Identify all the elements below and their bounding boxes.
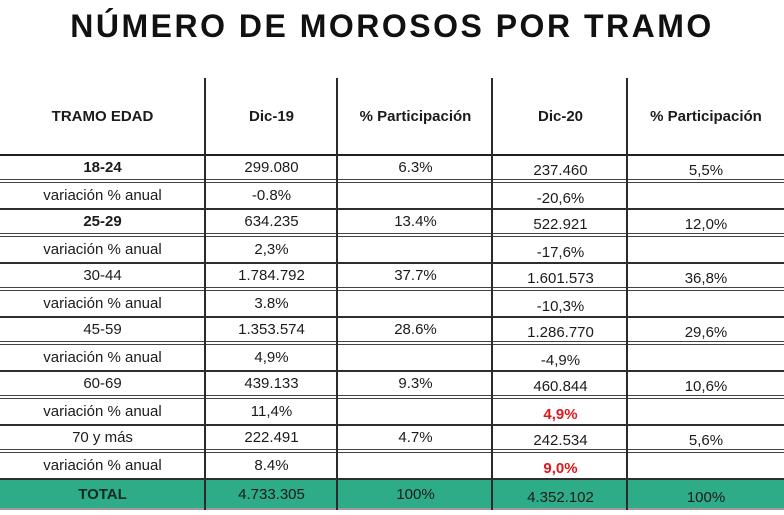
table-row: variación % anual 4,9% -4,9% [0, 345, 784, 372]
table-row: variación % anual 3.8% -10,3% [0, 291, 784, 318]
cell-tramo-edad: 18-24 [83, 159, 122, 176]
cell-tramo-edad: TOTAL [78, 485, 127, 503]
cell-dic20: 460.844 [533, 378, 588, 395]
cell-dic19: 299.080 [244, 159, 299, 176]
cell-participacion-19 [338, 291, 493, 316]
table-row: 30-44 1.784.792 37.7% 1.601.573 36,8% [0, 264, 784, 291]
cell-participacion-20: 36,8% [684, 270, 728, 287]
cell-dic20: -20,6% [536, 190, 585, 207]
cell-tramo-edad: 45-59 [83, 321, 122, 338]
table-row: variación % anual 2,3% -17,6% [0, 237, 784, 264]
cell-dic20: 4.352.102 [527, 488, 594, 506]
cell-participacion-20: 5,6% [688, 432, 724, 449]
table-row: variación % anual 8.4% 9,0% [0, 453, 784, 480]
table-row: 60-69 439.133 9.3% 460.844 10,6% [0, 372, 784, 399]
table-row: 18-24 299.080 6.3% 237.460 5,5% [0, 156, 784, 183]
cell-participacion-19: 37.7% [394, 267, 437, 284]
cell-dic20: -10,3% [536, 298, 585, 315]
header-dic20: Dic-20 [537, 107, 584, 125]
cell-dic20: -4,9% [540, 352, 581, 369]
cell-participacion-19 [338, 453, 493, 478]
cell-participacion-19: 4.7% [398, 429, 433, 446]
cell-participacion-19 [338, 399, 493, 424]
cell-participacion-20 [628, 186, 784, 211]
cell-dic19: 4,9% [254, 349, 289, 366]
cell-dic19: 1.784.792 [238, 267, 305, 284]
column-divider [626, 78, 628, 510]
cell-dic20: 9,0% [543, 460, 578, 477]
cell-tramo-edad: variación % anual [43, 349, 162, 366]
cell-dic19: 11,4% [250, 403, 293, 420]
column-divider [491, 78, 493, 510]
cell-dic19: 4.733.305 [238, 485, 305, 503]
cell-dic20: 1.601.573 [527, 270, 594, 287]
cell-tramo-edad: 25-29 [83, 213, 122, 230]
cell-participacion-20: 10,6% [684, 378, 728, 395]
column-divider [204, 78, 206, 510]
cell-participacion-20: 100% [686, 488, 726, 506]
cell-participacion-19 [338, 237, 493, 262]
table-row: 25-29 634.235 13.4% 522.921 12,0% [0, 210, 784, 237]
cell-dic19: 439.133 [244, 375, 299, 392]
cell-tramo-edad: 70 y más [72, 429, 133, 446]
cell-tramo-edad: variación % anual [43, 241, 162, 258]
table-body: 18-24 299.080 6.3% 237.460 5,5% variación % a… [0, 156, 784, 510]
table-total-row: TOTAL 4.733.305 100% 4.352.102 100% [0, 480, 784, 510]
cell-tramo-edad: 60-69 [83, 375, 122, 392]
table-row: 70 y más 222.491 4.7% 242.534 5,6% [0, 426, 784, 453]
table-row: variación % anual -0.8% -20,6% [0, 183, 784, 210]
title-bar: NÚMERO DE MOROSOS POR TRAMO [0, 0, 784, 78]
morosos-table: TRAMO EDAD Dic-19 % Participación Dic-20… [0, 78, 784, 510]
header-tramo-edad: TRAMO EDAD [51, 107, 154, 125]
cell-tramo-edad: variación % anual [43, 187, 162, 204]
cell-participacion-20: 12,0% [684, 216, 728, 233]
cell-participacion-20 [628, 456, 784, 481]
cell-dic19: 634.235 [244, 213, 299, 230]
cell-participacion-20: 5,5% [688, 162, 724, 179]
cell-participacion-19: 100% [396, 485, 435, 503]
cell-participacion-20 [628, 402, 784, 427]
cell-dic20: 1.286.770 [527, 324, 594, 341]
cell-dic19: 3.8% [254, 295, 289, 312]
cell-dic20: 242.534 [533, 432, 588, 449]
cell-tramo-edad: 30-44 [83, 267, 122, 284]
cell-participacion-20 [628, 240, 784, 265]
cell-participacion-19 [338, 183, 493, 208]
cell-participacion-19 [338, 345, 493, 370]
cell-participacion-20 [628, 294, 784, 319]
cell-dic19: 8.4% [254, 457, 289, 474]
page-title: NÚMERO DE MOROSOS POR TRAMO [70, 8, 714, 44]
cell-participacion-19: 9.3% [398, 375, 433, 392]
cell-dic19: 2,3% [254, 241, 289, 258]
header-participacion-19: % Participación [359, 107, 472, 125]
cell-dic20: 237.460 [533, 162, 588, 179]
cell-tramo-edad: variación % anual [43, 457, 162, 474]
cell-tramo-edad: variación % anual [43, 295, 162, 312]
cell-dic19: 222.491 [244, 429, 299, 446]
cell-tramo-edad: variación % anual [43, 403, 162, 420]
cell-participacion-20 [628, 348, 784, 373]
cell-dic20: 4,9% [543, 406, 578, 423]
column-divider [336, 78, 338, 510]
table-row: variación % anual 11,4% 4,9% [0, 399, 784, 426]
table-row: 45-59 1.353.574 28.6% 1.286.770 29,6% [0, 318, 784, 345]
table-header-row: TRAMO EDAD Dic-19 % Participación Dic-20… [0, 78, 784, 156]
header-dic19: Dic-19 [248, 107, 295, 125]
cell-participacion-19: 6.3% [398, 159, 433, 176]
cell-participacion-19: 13.4% [394, 213, 437, 230]
cell-participacion-19: 28.6% [394, 321, 437, 338]
cell-participacion-20: 29,6% [684, 324, 728, 341]
cell-dic20: 522.921 [533, 216, 588, 233]
header-participacion-20: % Participación [650, 107, 762, 125]
cell-dic19: 1.353.574 [238, 321, 305, 338]
cell-dic19: -0.8% [251, 187, 292, 204]
cell-dic20: -17,6% [536, 244, 585, 261]
